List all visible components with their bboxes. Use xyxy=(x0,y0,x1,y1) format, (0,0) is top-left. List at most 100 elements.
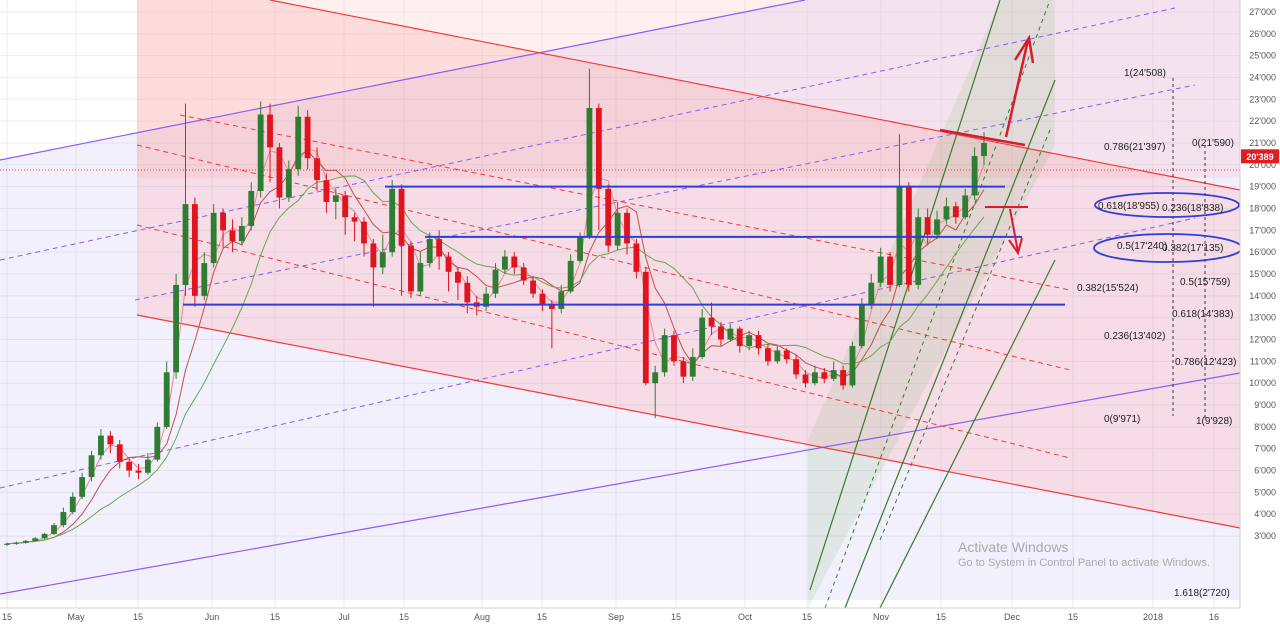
y-tick-label-13: 16'000 xyxy=(1249,247,1276,257)
candle-body-18 xyxy=(173,284,180,373)
candle-18 xyxy=(173,274,180,379)
candle-body-26 xyxy=(248,191,255,226)
candle-body-65 xyxy=(614,212,621,246)
candle-body-46 xyxy=(436,239,443,257)
candle-17 xyxy=(163,361,170,430)
red-arrow-up-shaft xyxy=(1004,39,1030,138)
y-tick-label-22: 25'000 xyxy=(1249,51,1276,61)
candle-body-43 xyxy=(408,245,414,292)
candle-body-47 xyxy=(445,256,452,272)
candle-body-95 xyxy=(896,186,903,285)
candle-body-25 xyxy=(238,225,245,242)
y-tick-label-1: 4'000 xyxy=(1254,509,1276,519)
candle-body-51 xyxy=(483,293,490,307)
x-tick-label-6: 15 xyxy=(399,612,409,622)
candle-body-63 xyxy=(595,108,602,189)
candle-72 xyxy=(680,356,687,384)
candle-body-4 xyxy=(41,533,48,539)
candle-body-49 xyxy=(464,282,471,303)
candle-89 xyxy=(840,365,846,390)
x-tick-label-2: 15 xyxy=(133,612,143,622)
candle-body-72 xyxy=(680,361,687,377)
candle-47 xyxy=(445,252,452,292)
candle-94 xyxy=(887,252,893,292)
candle-body-89 xyxy=(840,370,846,386)
annotation-overlay xyxy=(183,34,1243,306)
candle-body-35 xyxy=(332,195,339,202)
candle-66 xyxy=(624,208,630,255)
candle-44 xyxy=(417,252,424,296)
candle-99 xyxy=(934,210,940,240)
x-tick-label-14: 15 xyxy=(936,612,946,622)
candle-52 xyxy=(492,263,499,299)
candle-26 xyxy=(248,182,255,231)
candle-body-33 xyxy=(314,158,320,181)
x-tick-label-8: 15 xyxy=(537,612,547,622)
candle-body-20 xyxy=(191,204,198,296)
x-tick-label-12: 15 xyxy=(802,612,812,622)
candle-body-54 xyxy=(511,256,518,268)
candle-81 xyxy=(765,343,771,366)
candle-35 xyxy=(332,188,339,220)
candle-body-61 xyxy=(577,236,583,261)
red-channel-lower xyxy=(136,314,1241,529)
candle-37 xyxy=(351,212,358,242)
candle-body-101 xyxy=(952,206,959,218)
last-price-badge xyxy=(1241,149,1279,164)
purple-channel-upper xyxy=(0,0,806,161)
candle-0 xyxy=(4,542,10,546)
candle-23 xyxy=(220,208,226,248)
candle-24 xyxy=(229,219,236,253)
candle-82 xyxy=(774,346,781,364)
candle-body-100 xyxy=(943,206,950,220)
candle-body-40 xyxy=(379,252,386,268)
candle-57 xyxy=(539,289,546,312)
candle-27 xyxy=(257,101,264,198)
candle-64 xyxy=(605,184,612,253)
candle-body-80 xyxy=(755,335,762,349)
fib-label-3: 0.618(18'955) xyxy=(1098,201,1159,212)
candle-1 xyxy=(13,541,20,545)
x-tick-label-16: 15 xyxy=(1068,612,1078,622)
candle-body-39 xyxy=(370,243,377,268)
candle-71 xyxy=(671,330,677,366)
candlesticks xyxy=(4,68,987,546)
red-arrow-up-head xyxy=(1013,34,1035,64)
candle-33 xyxy=(314,147,320,192)
red-channel-upper xyxy=(269,0,1241,191)
candle-body-28 xyxy=(267,114,273,148)
candle-21 xyxy=(201,252,208,301)
candle-body-2 xyxy=(22,540,29,543)
y-tick-label-8: 11'000 xyxy=(1250,356,1276,366)
fib-label-1: 0.786(21'397) xyxy=(1104,142,1165,153)
candle-62 xyxy=(586,68,593,240)
candle-body-36 xyxy=(342,195,349,218)
candle-87 xyxy=(821,367,828,384)
candle-5 xyxy=(51,522,57,535)
fib-label-6: 0.382(17'135) xyxy=(1162,243,1223,254)
candle-body-78 xyxy=(736,328,743,347)
y-tick-label-5: 8'000 xyxy=(1254,422,1276,432)
x-tick-label-7: Aug xyxy=(474,612,490,622)
candle-45 xyxy=(426,232,433,268)
candle-60 xyxy=(567,254,574,294)
candle-39 xyxy=(370,239,377,307)
candle-29 xyxy=(276,142,283,209)
last-price-label: 20'389 xyxy=(1246,152,1273,162)
candle-85 xyxy=(802,370,809,388)
candle-body-88 xyxy=(830,370,837,379)
y-tick-label-12: 15'000 xyxy=(1249,269,1276,279)
candle-41 xyxy=(389,180,396,257)
candle-body-29 xyxy=(276,147,283,198)
candle-79 xyxy=(746,330,753,351)
purple-channel-lower xyxy=(0,372,1241,595)
candle-13 xyxy=(126,457,133,478)
candle-67 xyxy=(633,239,640,279)
candle-32 xyxy=(304,110,311,170)
candle-body-37 xyxy=(351,217,358,222)
candle-body-19 xyxy=(182,204,189,285)
candle-68 xyxy=(642,267,649,386)
fib-label-12: 0(9'971) xyxy=(1104,414,1140,425)
